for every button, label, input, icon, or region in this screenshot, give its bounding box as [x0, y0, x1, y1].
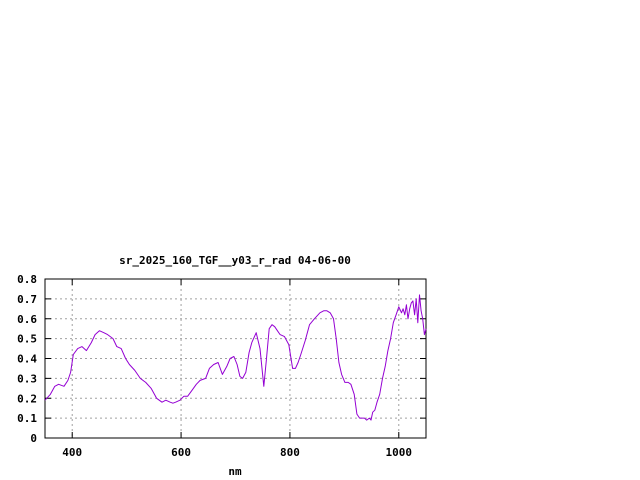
y-tick-label: 0.5	[17, 333, 37, 346]
y-tick-label: 0	[30, 432, 37, 445]
y-tick-label: 0.2	[17, 392, 37, 405]
y-tick-label: 0.4	[17, 353, 37, 366]
x-tick-label: 600	[171, 446, 191, 459]
series-layer	[44, 294, 427, 421]
plot-frame	[44, 278, 427, 439]
y-tick-label: 0.6	[17, 313, 37, 326]
y-tick-label: 0.7	[17, 293, 37, 306]
gridlines	[45, 279, 426, 438]
y-tick-label: 0.3	[17, 372, 37, 385]
series-line	[44, 294, 427, 421]
y-tick-label: 0.8	[17, 273, 37, 286]
x-tick-label: 800	[280, 446, 300, 459]
x-tick-label: 400	[62, 446, 82, 459]
chart-title: sr_2025_160_TGF__y03_r_rad 04-06-00	[119, 254, 351, 267]
y-tick-label: 0.1	[17, 412, 37, 425]
x-axis-tick-labels: 400 600 800 1000	[62, 446, 412, 459]
x-tick-label: 1000	[386, 446, 413, 459]
x-axis-label: nm	[228, 465, 242, 478]
y-axis-tick-labels: 0 0.1 0.2 0.3 0.4 0.5 0.6 0.7 0.8	[17, 273, 37, 445]
